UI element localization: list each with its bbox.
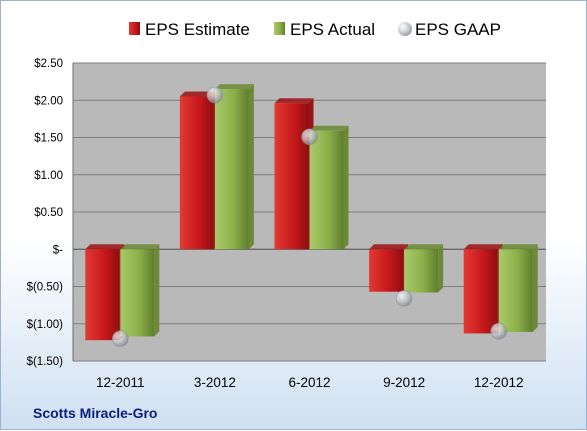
bar-side [343, 125, 349, 250]
bar-side [248, 84, 254, 250]
bar-top [463, 244, 503, 250]
bar-face [179, 96, 214, 250]
eps-gaap-point [395, 290, 413, 307]
bar-face [85, 249, 120, 341]
bar-eps-actual [309, 125, 349, 250]
y-tick-label: $(1.00) [27, 319, 64, 331]
bar-eps-actual [214, 84, 254, 250]
bar-top [120, 244, 160, 250]
legend-marker [398, 22, 412, 36]
bar-eps-estimate [179, 91, 219, 250]
legend-label: EPS Actual [290, 20, 375, 39]
bar-face [463, 249, 498, 334]
eps-gaap-point [490, 322, 508, 340]
legend-eps-gaap: EPS GAAP [398, 20, 501, 39]
x-tick-label: 12-2012 [474, 375, 524, 390]
company-name: Scotts Miracle-Gro [33, 405, 157, 421]
bar-top [274, 98, 314, 104]
y-tick-label: $- [53, 244, 63, 256]
bar-top [214, 84, 254, 90]
eps-gaap-point [206, 86, 224, 104]
legend-eps-estimate: EPS Estimate [129, 20, 250, 39]
eps-gaap-point [301, 128, 318, 146]
bar-face [214, 89, 249, 250]
y-tick-label: $(0.50) [27, 282, 64, 294]
bar-face [274, 103, 309, 250]
y-tick-label: $2.50 [34, 58, 63, 70]
bar-face [498, 249, 533, 332]
bar-face [120, 249, 155, 337]
bar-top [85, 244, 125, 250]
legend-label: EPS GAAP [415, 20, 501, 39]
bar-face [404, 249, 439, 293]
bar-face [309, 130, 344, 250]
bar-eps-estimate [274, 98, 314, 250]
bar-side [438, 244, 444, 293]
legend-label: EPS Estimate [145, 20, 250, 39]
y-tick-label: $1.00 [34, 170, 63, 182]
bar-side [154, 244, 160, 337]
bar-face [369, 249, 404, 292]
bar-eps-estimate [85, 244, 125, 341]
x-tick-label: 3-2012 [194, 375, 236, 390]
legend-eps-actual: EPS Actual [274, 20, 375, 39]
bar-top [498, 244, 538, 250]
bar-top [369, 244, 409, 250]
y-tick-label: $2.00 [34, 95, 63, 107]
y-tick-label: $0.50 [34, 207, 63, 219]
bar-top [309, 125, 349, 131]
bar-top [404, 244, 444, 250]
x-tick-label: 6-2012 [288, 375, 330, 390]
legend-swatch [129, 22, 140, 35]
bar-eps-estimate [369, 244, 409, 292]
eps-gaap-point [112, 330, 129, 347]
legend-swatch [274, 22, 285, 35]
bar-eps-actual [498, 244, 538, 332]
bar-eps-actual [120, 244, 160, 337]
bar-eps-estimate [463, 244, 503, 334]
y-tick-label: $(1.50) [27, 356, 64, 368]
x-tick-label: 12-2011 [96, 375, 145, 390]
bar-eps-actual [404, 244, 444, 293]
x-tick-label: 9-2012 [383, 375, 425, 390]
legend: EPS Estimate EPS Actual EPS GAAP [129, 20, 501, 39]
bar-side [532, 244, 538, 332]
y-tick-label: $1.50 [34, 133, 63, 145]
